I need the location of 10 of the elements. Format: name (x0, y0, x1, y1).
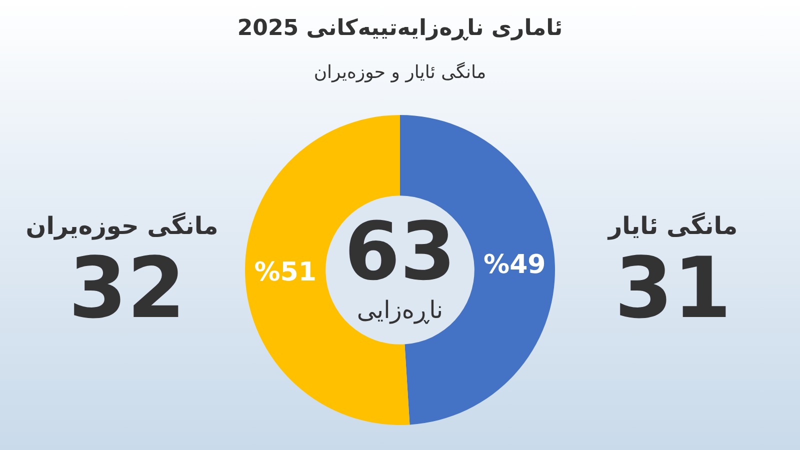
text: 63 (344, 204, 456, 298)
text: ناڕەزایی (356, 296, 444, 324)
slice-label: مانگی ئایار (607, 212, 738, 240)
text: 32 (68, 238, 186, 337)
chart-subtitle: مانگی ئایار و حوزەیران (312, 62, 488, 83)
chart-title: ئاماری ناڕەزایەتییەکانی 2025 (236, 16, 564, 41)
data-label: %49 (484, 250, 546, 280)
slice-label: مانگی حوزەیران (26, 212, 218, 240)
data-label: %51 (254, 257, 316, 288)
text: 31 (614, 238, 732, 337)
